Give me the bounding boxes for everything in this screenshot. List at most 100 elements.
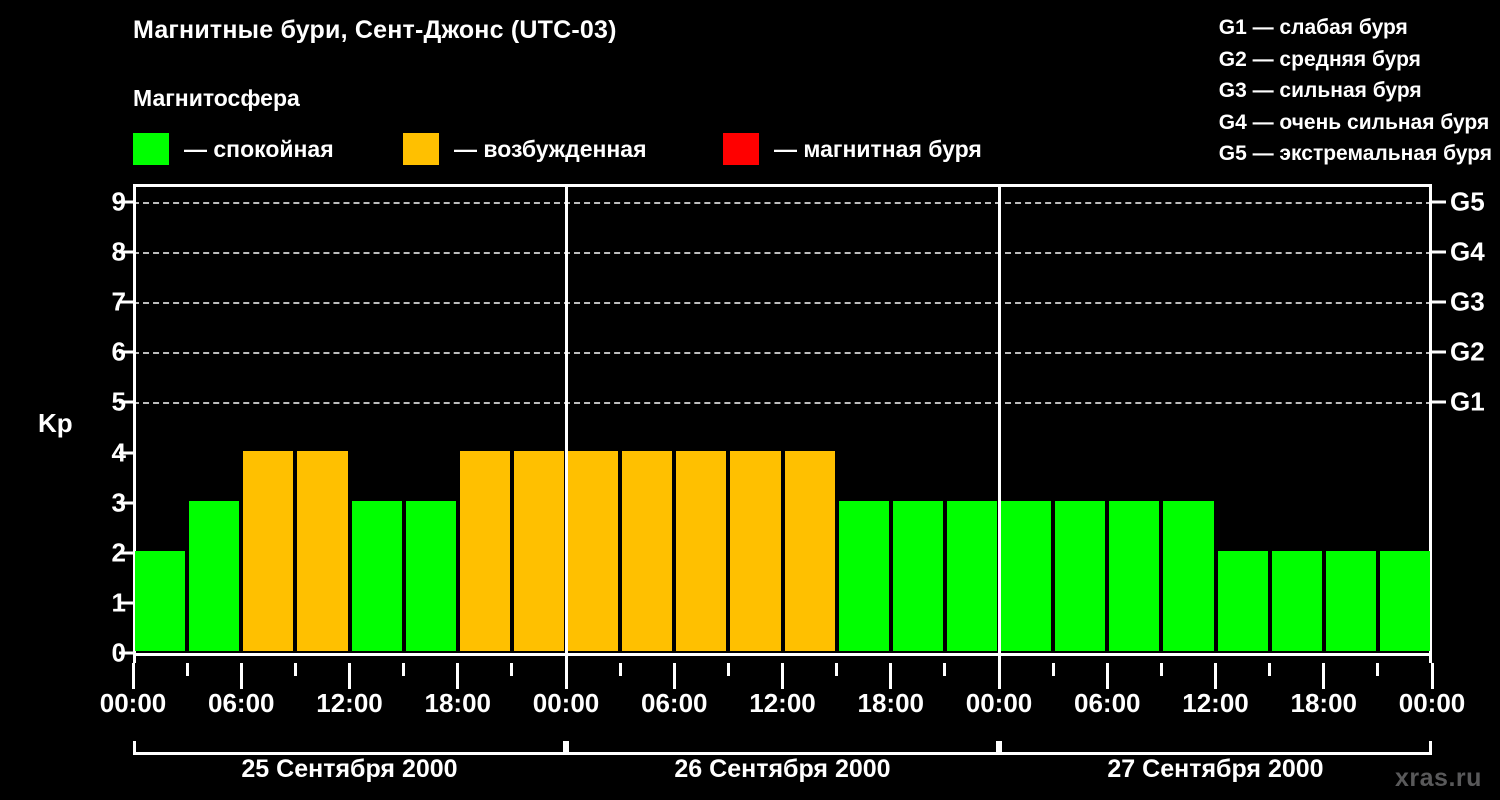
bar: [1001, 500, 1052, 651]
legend-label: — спокойная: [184, 135, 334, 162]
x-tick-minor: [1159, 663, 1163, 676]
bar: [1163, 500, 1214, 651]
bar: [1109, 500, 1160, 651]
legend-label: — возбужденная: [454, 135, 647, 162]
day-separator-1: [564, 184, 568, 663]
g-scale-row-2: G2 — средняя буря: [1218, 47, 1421, 71]
x-tick-major: [1214, 663, 1217, 689]
y-tick-label-4: 4: [111, 437, 126, 468]
bar: [1271, 550, 1322, 651]
legend-swatch-icon: [723, 133, 759, 165]
x-tick-major: [672, 663, 676, 689]
x-axis-label: 06:00: [641, 688, 708, 718]
x-tick-major: [1105, 663, 1109, 689]
g-tick-label-G5: G5: [1450, 186, 1485, 217]
bar: [1055, 500, 1106, 651]
x-tick-major: [131, 663, 135, 689]
gridline-kp-8: [133, 252, 1432, 255]
x-axis-label: 00:00: [532, 688, 600, 718]
bar: [513, 450, 564, 651]
y-tick-5: [119, 400, 133, 404]
g-scale-row-3: G3 — сильная буря: [1218, 79, 1422, 102]
bar: [946, 500, 997, 651]
bar: [135, 550, 186, 651]
y-tick-9: [119, 200, 133, 204]
x-axis-label: 00:00: [99, 688, 167, 718]
x-axis-label: 00:00: [1398, 688, 1466, 718]
y-tick-1: [119, 601, 133, 605]
page-title: Магнитные бури, Сент-Джонс (UTC-03): [133, 16, 617, 44]
x-tick-major: [348, 663, 351, 689]
x-axis-label: 12:00: [749, 688, 816, 718]
x-axis-label: 12:00: [1182, 688, 1249, 718]
y-tick-label-3: 3: [111, 487, 126, 518]
bar: [351, 500, 402, 651]
bar: [676, 450, 727, 651]
gridline-kp-6: [133, 352, 1432, 355]
bar: [730, 450, 781, 651]
x-tick-minor: [618, 663, 622, 676]
x-tick-major: [781, 663, 784, 689]
gridline-kp-9: [133, 202, 1432, 204]
x-axis-label: 12:00: [316, 688, 383, 718]
x-tick-major: [1430, 663, 1434, 689]
x-tick-major: [889, 663, 893, 689]
axis-baseline: [133, 653, 1432, 656]
y-tick-6: [119, 350, 133, 354]
bar-series: [133, 184, 1432, 653]
x-axis-label: 18:00: [1290, 688, 1358, 718]
g-scale-row-4: G4 — очень сильная буря: [1218, 110, 1490, 134]
x-tick-minor: [293, 663, 297, 676]
bar: [1217, 550, 1268, 651]
legend-entry-2: — возбужденная: [403, 131, 647, 167]
x-tick-minor: [1268, 663, 1272, 676]
bar: [622, 450, 673, 651]
legend-swatch-icon: [133, 133, 169, 165]
plot-gridlines: [133, 184, 1432, 663]
x-tick-major: [997, 663, 1001, 689]
g-tick-G1: [1432, 400, 1446, 404]
bar: [784, 450, 835, 651]
legend-entry-3: — магнитная буря: [723, 131, 982, 167]
g-tick-label-G1: G1: [1450, 386, 1485, 417]
x-tick-minor: [943, 663, 947, 676]
y-tick-label-6: 6: [111, 336, 126, 367]
gridline-kp-7: [133, 302, 1432, 305]
y-tick-8: [119, 250, 133, 254]
legend-entry-1: — спокойная: [133, 131, 334, 167]
magnetosphere-legend: — спокойная — возбужденная — магнитная бур…: [133, 131, 1033, 167]
x-tick-major: [239, 663, 243, 689]
y-tick-label-2: 2: [111, 537, 126, 568]
bar: [189, 500, 240, 651]
date-label: 26 Сентября 2000: [674, 755, 891, 783]
g-scale-legend: G1 — слабая буря G2 — средняя буря G3 — си…: [1219, 12, 1492, 170]
bar: [1325, 550, 1376, 651]
y-tick-label-5: 5: [111, 386, 126, 417]
y-tick-0: [119, 651, 133, 655]
g-tick-G4: [1432, 250, 1446, 254]
g-scale-row-1: G1 — слабая буря: [1218, 16, 1408, 39]
bar: [243, 450, 294, 651]
y-tick-label-7: 7: [111, 286, 126, 317]
x-tick-minor: [185, 663, 189, 676]
y-tick-label-1: 1: [111, 587, 126, 618]
x-tick-major: [456, 663, 460, 689]
x-tick-major: [1322, 663, 1326, 689]
y-axis-title: Kp: [38, 408, 73, 438]
y-tick-2: [119, 551, 133, 555]
g-scale-row-5: G5 — экстремальная буря: [1218, 142, 1492, 165]
date-bracket-2: [566, 741, 999, 755]
x-tick-minor: [1376, 663, 1380, 676]
g-tick-G3: [1432, 300, 1446, 304]
day-separator-2: [997, 184, 1001, 663]
y-tick-4: [119, 451, 133, 455]
legend-swatch-icon: [403, 133, 439, 165]
bar: [838, 500, 889, 651]
magnetosphere-heading: Магнитосфера: [133, 85, 300, 111]
x-axis-label: 00:00: [965, 688, 1033, 718]
legend-label: — магнитная буря: [774, 135, 982, 162]
x-tick-minor: [1051, 663, 1055, 676]
g-tick-label-G2: G2: [1450, 336, 1485, 367]
x-axis-label: 18:00: [857, 688, 925, 718]
x-tick-minor: [726, 663, 730, 676]
